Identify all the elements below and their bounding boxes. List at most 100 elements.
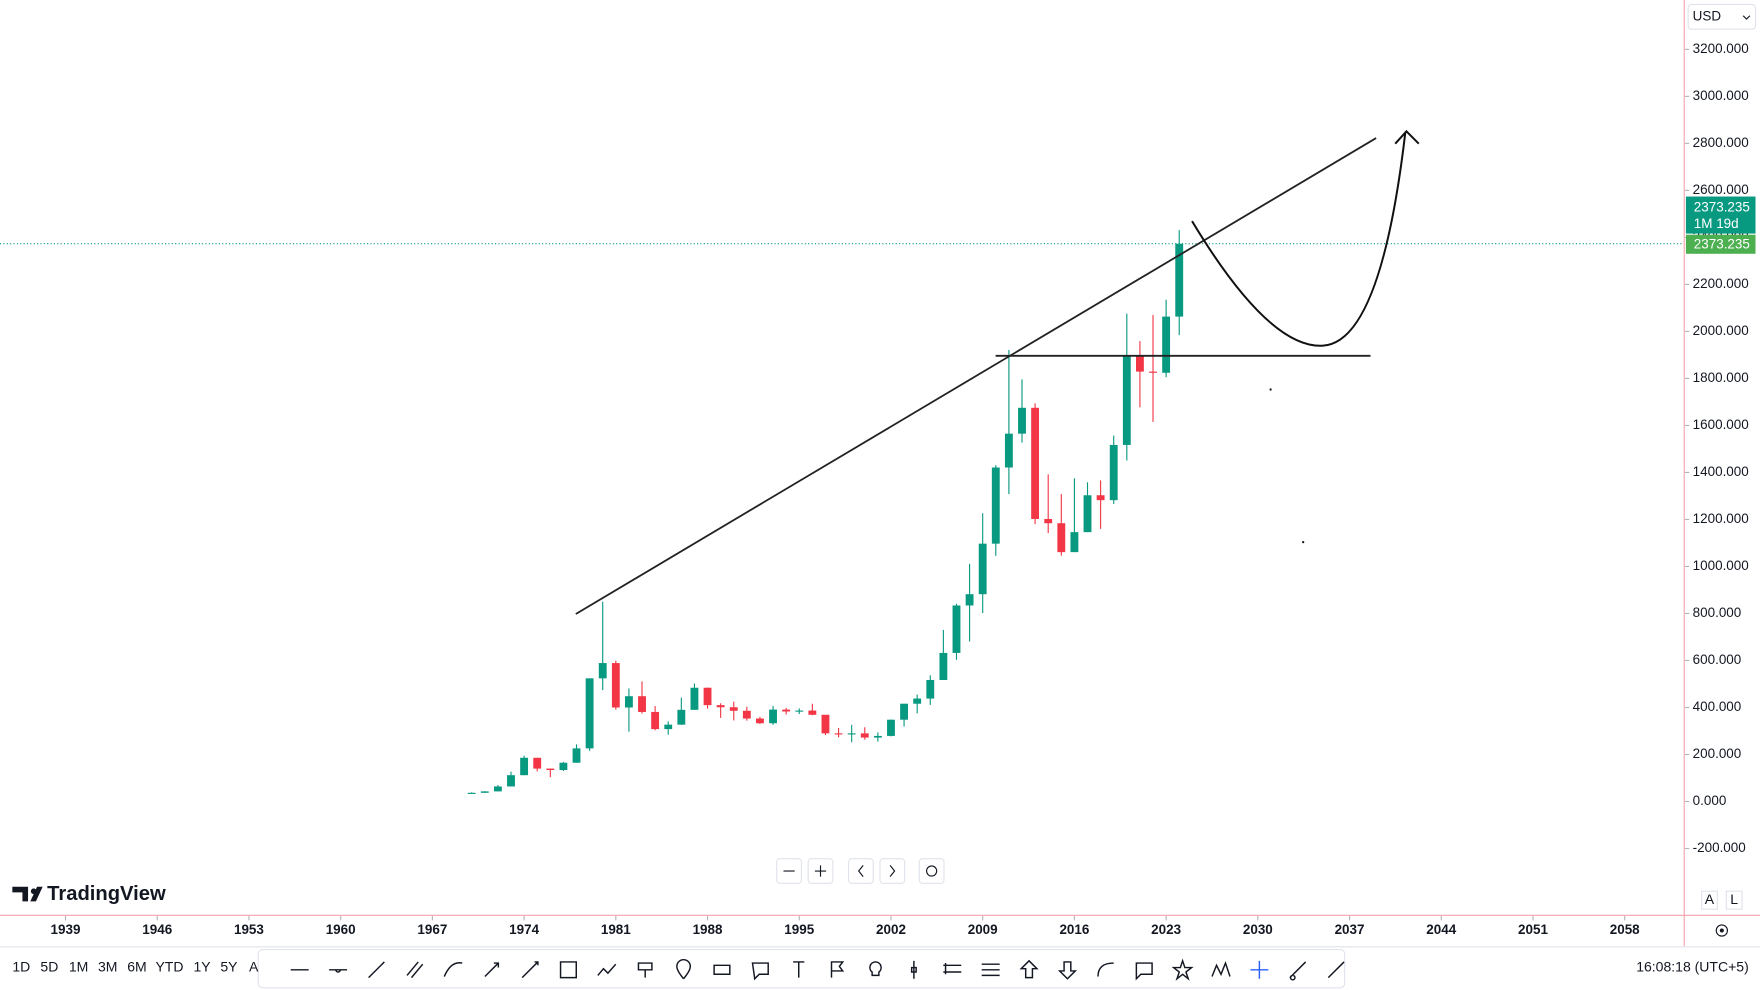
candle-body <box>978 543 987 595</box>
drawing-tool[interactable] <box>637 962 653 978</box>
drawing-tool[interactable] <box>406 961 424 979</box>
timeframe-button[interactable]: 5Y <box>220 958 238 974</box>
timeframe-button[interactable]: 3M <box>98 958 117 974</box>
y-tick-label: 2200.000 <box>1693 276 1749 291</box>
x-tick-label: 2009 <box>968 922 998 937</box>
x-tick-label: 2037 <box>1335 922 1365 937</box>
x-tick-label: 2058 <box>1610 922 1640 937</box>
candle-body <box>1162 316 1171 373</box>
y-tick-label: 200.000 <box>1693 746 1742 761</box>
drawing-tool[interactable] <box>793 961 805 978</box>
candle-body <box>467 792 476 794</box>
scale-label: A <box>1705 891 1715 907</box>
x-tick-label: 2030 <box>1243 922 1273 937</box>
candle-body <box>638 696 646 712</box>
candle-body <box>572 748 581 763</box>
scale-button[interactable] <box>1725 890 1743 910</box>
candle-body <box>873 735 882 738</box>
settings-icon[interactable] <box>1715 924 1729 937</box>
timeframe-button[interactable]: YTD <box>155 958 183 974</box>
candle-body <box>887 719 895 736</box>
drawing-tool[interactable] <box>869 961 882 977</box>
drawing-tool[interactable] <box>521 961 539 979</box>
candle-body <box>769 709 777 724</box>
candle-body <box>900 703 909 720</box>
candle-body <box>1175 243 1184 317</box>
candle-body <box>834 733 843 735</box>
timeframe-button[interactable]: 1Y <box>193 958 211 974</box>
currency-button[interactable] <box>1687 3 1757 30</box>
dot <box>1269 388 1272 391</box>
trend-line <box>575 137 1377 615</box>
drawing-tool[interactable] <box>1327 961 1345 979</box>
candle-body <box>821 714 830 734</box>
x-tick-label: 2044 <box>1426 922 1456 937</box>
y-tick-label: -200.000 <box>1693 840 1746 855</box>
drawing-tool[interactable] <box>368 961 385 979</box>
drawing-tool[interactable] <box>329 969 348 973</box>
candle-body <box>546 768 555 771</box>
scale-button[interactable] <box>1701 890 1718 910</box>
candle-body <box>533 757 542 769</box>
candle-body <box>651 711 660 730</box>
drawing-tool[interactable] <box>1135 962 1153 981</box>
drawing-tool[interactable] <box>910 960 917 979</box>
candle-body <box>729 707 738 711</box>
candle-body <box>1018 407 1026 434</box>
x-tick-label: 1960 <box>326 922 356 937</box>
zoom-controls[interactable] <box>776 858 945 884</box>
x-tick-label: 1967 <box>417 922 447 937</box>
clock: 16:08:18 (UTC+5) <box>1636 958 1749 974</box>
candle-body <box>690 687 699 710</box>
drawing-tool[interactable] <box>1057 961 1078 980</box>
drawing-tool[interactable] <box>676 958 692 980</box>
drawing-tool[interactable] <box>943 963 962 975</box>
scale-label: L <box>1730 891 1738 907</box>
drawing-tool[interactable] <box>597 963 617 976</box>
x-tick-label: 1953 <box>234 922 264 937</box>
drawing-tool[interactable] <box>559 961 577 979</box>
drawing-tool[interactable] <box>751 962 769 981</box>
drawing-tool[interactable] <box>713 964 731 976</box>
candle-body <box>952 605 961 653</box>
arrow-head <box>1394 129 1420 145</box>
y-tick-label: 2000.000 <box>1693 323 1749 338</box>
drawing-tool[interactable] <box>1289 961 1307 981</box>
drawing-tool[interactable] <box>1171 958 1194 981</box>
candle-body <box>795 710 804 712</box>
candle-body <box>782 709 791 712</box>
candle-body <box>624 696 633 708</box>
candle-body <box>493 786 502 792</box>
candle-body <box>756 718 764 724</box>
timeframe-button[interactable]: 1M <box>69 958 88 974</box>
drawing-tool[interactable] <box>830 961 845 978</box>
candle-body <box>520 757 529 776</box>
drawing-tool[interactable] <box>981 963 1000 977</box>
dot <box>1302 541 1305 544</box>
timeframe-button[interactable]: A <box>249 958 259 974</box>
drawing-tool[interactable] <box>484 962 500 978</box>
y-tick-label: 400.000 <box>1693 699 1742 714</box>
candle-body <box>507 775 515 787</box>
drawing-tool[interactable] <box>1097 962 1114 977</box>
candle-body <box>1044 518 1053 524</box>
drawing-tool[interactable] <box>1211 960 1231 977</box>
candle-body <box>585 678 594 749</box>
timeframe-button[interactable]: 1D <box>12 958 30 974</box>
drawing-tool[interactable] <box>443 962 463 977</box>
y-tick-label: 1200.000 <box>1693 511 1749 526</box>
drawing-toolbar <box>257 949 1346 989</box>
drawing-tool[interactable] <box>1019 959 1039 979</box>
drawing-tool[interactable] <box>1250 960 1269 979</box>
countdown: 1M 19d <box>1694 216 1739 231</box>
y-tick-label: 1800.000 <box>1693 370 1749 385</box>
candle-body <box>1031 407 1040 519</box>
y-tick-label: 600.000 <box>1693 652 1742 667</box>
timeframe-button[interactable]: 5D <box>40 958 58 974</box>
timeframe-button[interactable]: 6M <box>127 958 146 974</box>
projection-curve <box>1191 132 1407 347</box>
y-tick-label: 2600.000 <box>1693 182 1749 197</box>
candle-body <box>611 663 620 708</box>
candle-body <box>860 733 869 738</box>
